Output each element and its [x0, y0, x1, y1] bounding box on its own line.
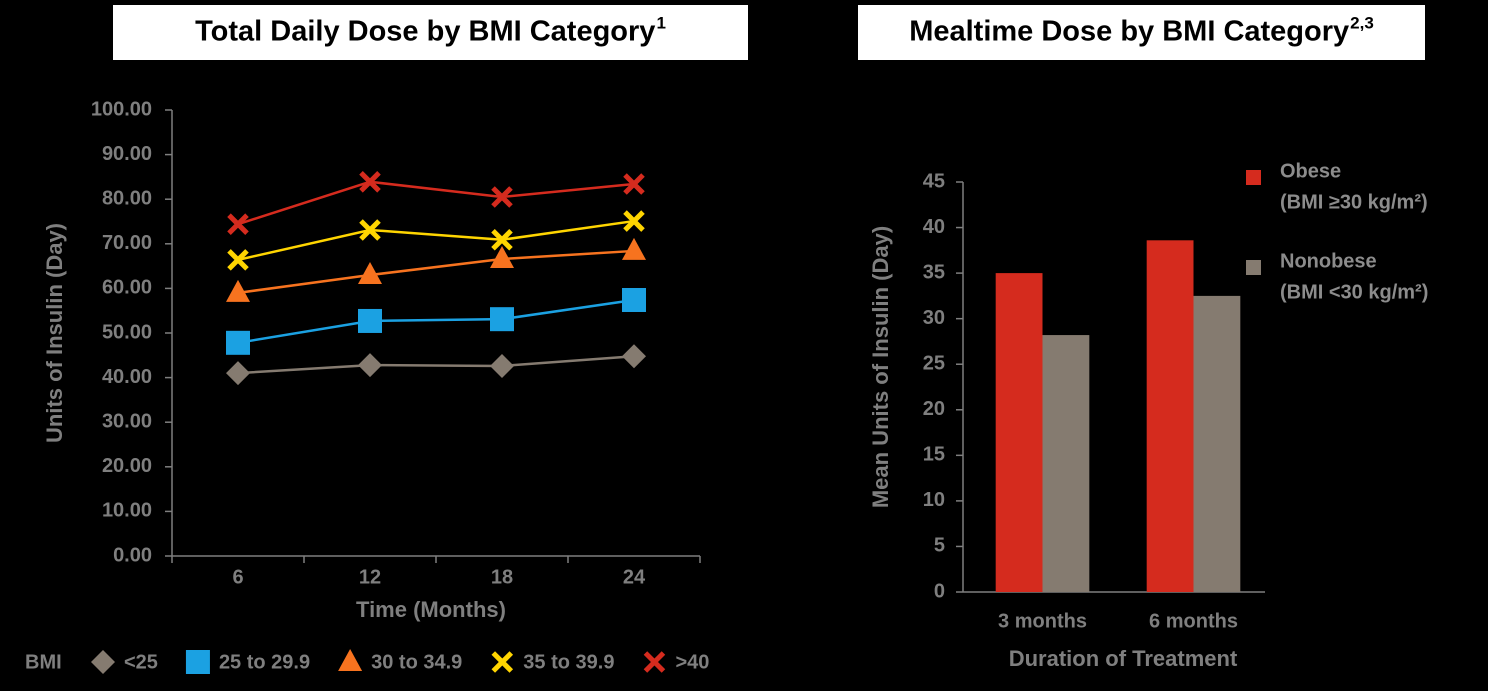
- series-line: [237, 180, 635, 226]
- marker: [358, 262, 382, 285]
- title-superscript: 1: [656, 13, 665, 32]
- legend-label: >40: [675, 651, 709, 673]
- y-tick-label: 20.00: [102, 455, 152, 477]
- y-tick-label: 90.00: [102, 143, 152, 165]
- x-tick-label: 3 months: [998, 610, 1087, 632]
- marker: [490, 245, 514, 268]
- y-tick-label: 35: [923, 261, 945, 283]
- x-axis-label: Duration of Treatment: [1009, 646, 1238, 671]
- title-superscript: 2,3: [1350, 13, 1374, 32]
- marker: [490, 307, 514, 332]
- y-tick-label: 30: [923, 307, 945, 329]
- y-tick-label: 30.00: [102, 410, 152, 432]
- marker: [643, 651, 666, 673]
- series-line: [237, 298, 635, 345]
- y-tick-label: 40.00: [102, 366, 152, 388]
- chart-title: Total Daily Dose by BMI Category: [195, 16, 655, 48]
- marker: [91, 650, 115, 674]
- bar: [995, 273, 1043, 592]
- x-tick-label: 24: [623, 566, 646, 588]
- series-line: [237, 219, 635, 262]
- marker: [622, 344, 646, 369]
- bar: [1042, 335, 1090, 592]
- y-tick-label: 45: [923, 170, 945, 192]
- y-tick-label: 10.00: [102, 500, 152, 522]
- y-axis-label: Units of Insulin (Day): [42, 223, 67, 443]
- y-tick-label: 100.00: [91, 98, 152, 120]
- marker: [226, 330, 250, 355]
- y-tick-label: 15: [923, 444, 945, 466]
- marker: [359, 219, 381, 241]
- marker: [358, 308, 382, 333]
- bar: [1146, 240, 1194, 593]
- bar: [1193, 295, 1241, 592]
- marker: [358, 353, 382, 378]
- x-tick-label: 6: [232, 566, 243, 588]
- legend-swatch: [1246, 260, 1261, 275]
- marker: [226, 279, 250, 302]
- series-line: [237, 354, 635, 375]
- y-tick-label: 10: [923, 489, 945, 511]
- x-tick-label: 12: [359, 566, 381, 588]
- marker: [491, 651, 514, 673]
- title-box: [858, 5, 1425, 60]
- title-box: [113, 5, 748, 60]
- y-tick-label: 20: [923, 398, 945, 420]
- y-tick-label: 50.00: [102, 321, 152, 343]
- y-tick-label: 70.00: [102, 232, 152, 254]
- marker: [227, 213, 249, 235]
- x-axis-label: Time (Months): [356, 597, 506, 622]
- marker: [622, 287, 646, 312]
- marker: [491, 186, 513, 208]
- series-line: [237, 249, 635, 295]
- legend-definition: (BMI <30 kg/m²): [1280, 281, 1428, 303]
- y-tick-label: 25: [923, 353, 945, 375]
- legend-label: 30 to 34.9: [371, 651, 462, 673]
- marker: [491, 229, 513, 251]
- marker: [338, 649, 363, 671]
- chart-title: Mealtime Dose by BMI Category: [909, 16, 1349, 48]
- x-tick-label: 6 months: [1149, 610, 1238, 632]
- y-tick-label: 5: [934, 535, 945, 557]
- legend-title: BMI: [25, 651, 62, 673]
- y-tick-label: 80.00: [102, 187, 152, 209]
- y-tick-label: 60.00: [102, 277, 152, 299]
- legend-label: <25: [124, 651, 158, 673]
- marker: [185, 650, 210, 674]
- marker: [226, 361, 250, 386]
- legend-label: Nonobese: [1280, 250, 1377, 272]
- legend-definition: (BMI ≥30 kg/m²): [1280, 191, 1428, 213]
- legend-label: 35 to 39.9: [523, 651, 614, 673]
- marker: [623, 210, 645, 232]
- y-axis-label: Mean Units of Insulin (Day): [868, 226, 893, 508]
- marker: [490, 354, 514, 379]
- y-tick-label: 40: [923, 216, 945, 238]
- marker: [227, 249, 249, 271]
- x-tick-label: 18: [491, 566, 513, 588]
- y-tick-label: 0: [934, 580, 945, 602]
- marker: [622, 237, 646, 260]
- marker: [359, 171, 381, 193]
- y-tick-label: 0.00: [113, 544, 152, 566]
- legend-label: 25 to 29.9: [219, 651, 310, 673]
- legend-label: Obese: [1280, 160, 1341, 182]
- legend-swatch: [1246, 170, 1261, 185]
- marker: [623, 173, 645, 195]
